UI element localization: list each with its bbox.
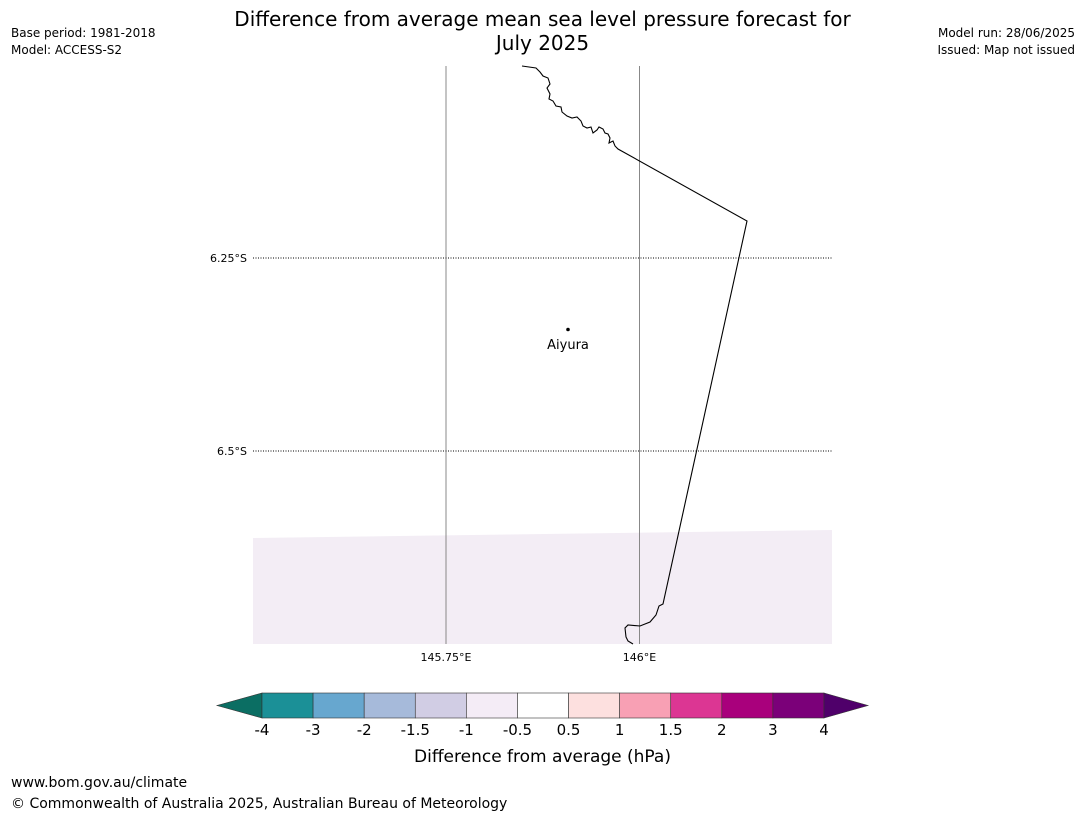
colorbar-bin: [568, 692, 620, 719]
colorbar-tick-label: 1.5: [659, 721, 683, 739]
colorbar-bin: [721, 692, 774, 719]
colorbar-tick-label: -2: [357, 721, 372, 739]
colorbar-bin: [772, 692, 825, 719]
lon-label-145-75e: 145.75°E: [421, 651, 472, 664]
colorbar-tick-label: -1: [459, 721, 474, 739]
pressure-anomaly-fill: [253, 530, 832, 644]
colorbar-tick-label: 4: [819, 721, 829, 739]
lat-label-6-5s: 6.5°S: [217, 445, 247, 458]
colorbar-tick-label: -1.5: [401, 721, 430, 739]
colorbar-bin: [517, 692, 569, 719]
colorbar-bin: [466, 692, 518, 719]
map-area: Aiyura 6.25°S 6.5°S 145.75°E 146°E: [210, 65, 832, 664]
model-run-text: Model run: 28/06/2025: [937, 26, 1075, 40]
base-period-text: Base period: 1981-2018: [11, 26, 156, 40]
colorbar-tick-label: 3: [768, 721, 778, 739]
header-meta-left: Base period: 1981-2018 Model: ACCESS-S2: [11, 25, 156, 59]
colorbar: -4 -3 -2 -1.5 -1 -0.5 0.5 1 1.5 2 3 4: [215, 692, 870, 739]
aiyura-label: Aiyura: [547, 338, 589, 353]
colorbar-tick-label: 0.5: [557, 721, 581, 739]
boundary-line: [521, 65, 748, 645]
colorbar-bin: [670, 692, 723, 719]
aiyura-location-marker: [566, 327, 570, 332]
colorbar-bin: [312, 692, 365, 719]
colorbar-tick-label: 2: [717, 721, 727, 739]
footer-url: www.bom.gov.au/climate: [11, 775, 188, 791]
colorbar-tick-label: 1: [615, 721, 625, 739]
colorbar-tick-label: -0.5: [503, 721, 532, 739]
model-text: Model: ACCESS-S2: [11, 43, 123, 57]
header-meta-right: Model run: 28/06/2025 Issued: Map not is…: [937, 25, 1075, 59]
colorbar-label: Difference from average (hPa): [414, 747, 671, 767]
colorbar-bin: [363, 692, 416, 719]
lon-label-146e: 146°E: [623, 651, 656, 664]
lat-label-6-25s: 6.25°S: [210, 252, 247, 265]
colorbar-bin: [414, 692, 467, 719]
issued-text: Issued: Map not issued: [937, 43, 1075, 57]
colorbar-extend-low: [215, 692, 263, 719]
colorbar-extend-high: [823, 692, 870, 719]
footer-copyright: © Commonwealth of Australia 2025, Austra…: [11, 796, 508, 812]
colorbar-tick-label: -4: [255, 721, 270, 739]
map-title-line-2: July 2025: [495, 31, 590, 55]
colorbar-bin: [261, 692, 314, 719]
map-title-line-1: Difference from average mean sea level p…: [234, 7, 851, 31]
colorbar-bin: [619, 692, 672, 719]
colorbar-tick-label: -3: [306, 721, 321, 739]
